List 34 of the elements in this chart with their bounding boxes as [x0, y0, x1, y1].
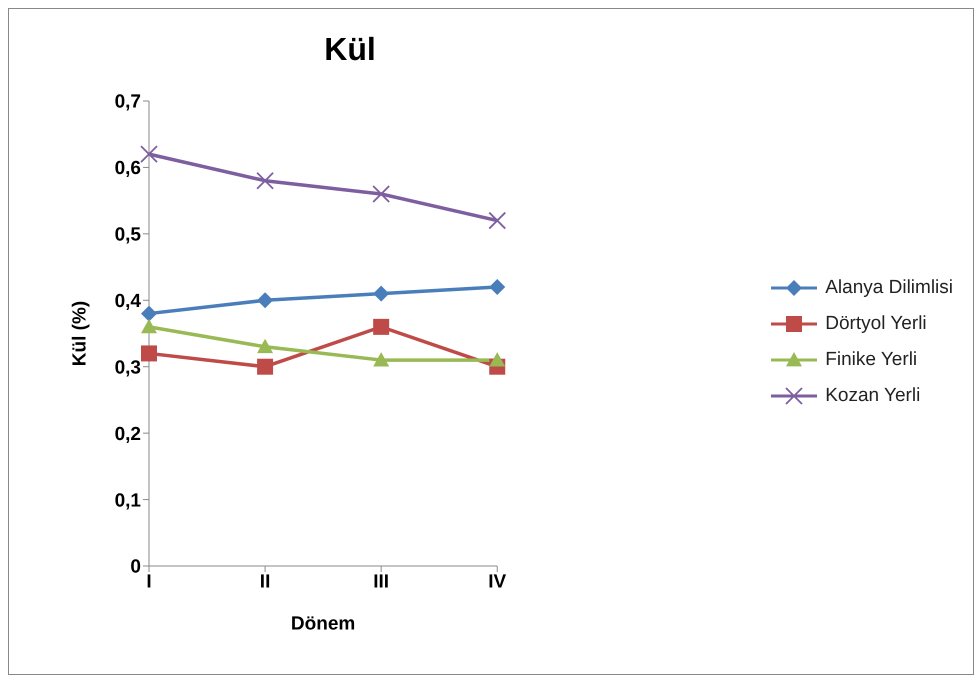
legend-label: Kozan Yerli [825, 384, 920, 406]
y-tick-label: 0,3 [114, 357, 141, 378]
point [257, 338, 274, 354]
x-tick-label: IV [488, 571, 507, 592]
point [372, 185, 390, 203]
y-axis-title: Kül (%) [70, 300, 91, 366]
point [373, 352, 390, 366]
point [141, 306, 157, 322]
point [489, 279, 506, 295]
point [257, 358, 274, 375]
point [257, 292, 274, 308]
y-tick-label: 0,5 [114, 224, 142, 246]
point [141, 345, 157, 362]
y-tick-label: 0,4 [114, 291, 142, 312]
point [373, 318, 390, 335]
point [373, 286, 390, 302]
point [489, 352, 506, 366]
chart-title: Kül [323, 31, 377, 68]
legend-label: Dörtyol Yerli [825, 312, 927, 334]
legend-label: Alanya Dilimlisi [825, 276, 953, 298]
x-tick-label: III [373, 571, 390, 592]
y-tick-label: 0,7 [114, 92, 141, 113]
point [141, 318, 157, 334]
y-tick-label: 0,1 [114, 490, 142, 512]
point [140, 145, 158, 164]
y-tick-label: 0 [130, 556, 141, 578]
y-tick-label: 0,2 [114, 424, 141, 445]
legend-label: Finike Yerli [825, 348, 918, 370]
x-axis-title: Dönem [290, 613, 356, 634]
y-tick-label: 0,6 [114, 158, 141, 180]
x-tick-label: II [260, 571, 270, 592]
point [488, 212, 506, 230]
point [256, 172, 274, 190]
x-tick-label: I [146, 571, 152, 592]
